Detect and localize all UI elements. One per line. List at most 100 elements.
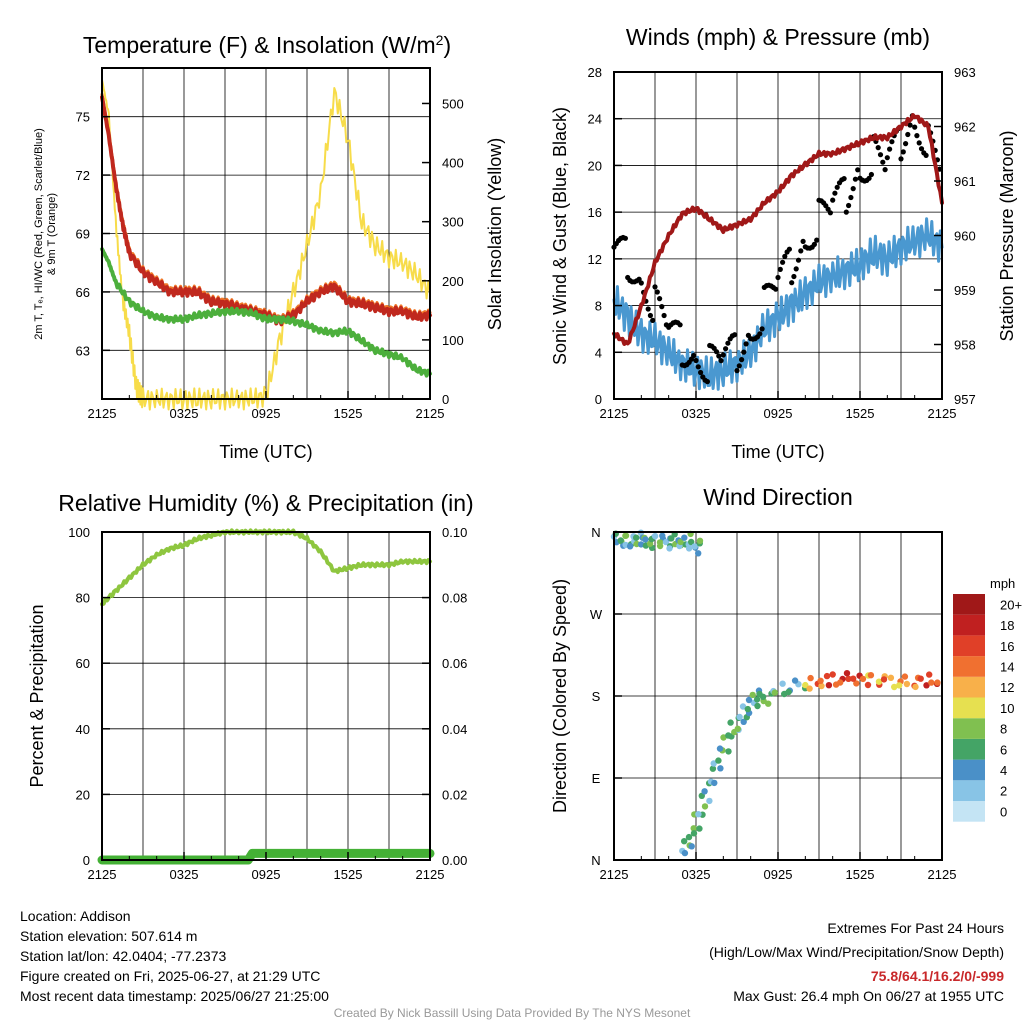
gust-point [852,176,859,182]
gust-point [841,176,847,182]
gust-point [832,190,838,196]
gust-point [798,248,804,254]
wind-speed-line [612,217,944,391]
gust-point [720,352,726,358]
legend-title: mph [990,576,1015,591]
gust-point [661,312,667,319]
legend-swatch [953,718,985,739]
y2-tick-label: 0.02 [442,787,467,802]
gust-point [713,349,720,355]
y2-tick-label: 960 [954,229,976,244]
gust-point [734,368,740,374]
direction-point [817,677,824,684]
direction-point [901,673,909,680]
direction-point [659,532,666,539]
legend-label: 6 [1000,742,1007,757]
gust-point [650,317,656,323]
extremes-box: Extremes For Past 24 Hours (High/Low/Max… [709,918,1004,1006]
y-tick-label: 4 [595,345,602,360]
direction-point [656,539,664,546]
direction-point [736,713,743,721]
x-tick-label: 1525 [846,867,875,882]
direction-point [807,674,814,682]
legend-label: 18 [1000,618,1014,633]
recent-text: Most recent data timestamp: 2025/06/27 2… [20,988,329,1004]
max-gust-text: Max Gust: 26.4 mph On 06/27 at 1955 UTC [733,988,1004,1004]
gust-point [698,369,704,376]
y2-tick-label: 962 [954,120,976,135]
y2-tick-label: 957 [954,392,976,407]
direction-point [802,681,809,689]
legend-swatch [953,676,985,698]
direction-point [626,543,634,550]
gust-point [782,253,788,259]
direction-label: E [592,771,601,786]
y-tick-label: 20 [76,787,90,802]
direction-point [690,830,698,837]
gust-point [659,304,665,310]
gust-point [912,124,918,130]
gust-point [846,202,852,209]
direction-point [771,689,778,696]
insolation-line [101,78,431,411]
x-tick-label: 2125 [928,406,957,421]
gust-point [704,379,711,385]
gust-point [791,273,797,280]
direction-point [829,671,836,678]
direction-point [677,538,684,546]
direction-point [880,676,888,683]
direction-point [759,693,767,700]
gust-point [652,284,658,290]
gust-point [743,341,749,347]
direction-point [779,680,786,687]
direction-point [843,670,851,677]
x-tick-label: 2125 [416,867,445,882]
gust-point [736,363,742,369]
gust-point [868,171,875,178]
wdir-title: Wind Direction [703,484,853,510]
direction-point [688,843,695,850]
credit-text: Created By Nick Bassill Using Data Provi… [333,1006,691,1020]
direction-point [740,718,747,725]
direction-point [926,671,933,678]
y-tick-label: 8 [595,299,602,314]
direction-point [912,683,919,691]
wind-ylabel: Sonic Wind & Gust (Blue, Black) [550,107,570,365]
gust-point [800,238,806,244]
legend-label: 12 [1000,680,1014,695]
y-tick-label: 69 [76,227,90,242]
gust-point [741,349,747,355]
station-info: Location: Addison Station elevation: 507… [20,906,329,1006]
direction-point [720,734,727,741]
direction-point [666,545,673,552]
direction-point [785,688,792,696]
gust-point [757,331,763,337]
x-tick-label: 0925 [764,867,793,882]
direction-point [806,685,813,692]
y-tick-label: 20 [588,158,602,173]
direction-point [754,702,761,710]
gust-point [773,286,779,292]
gust-point [850,186,856,192]
direction-point [725,732,732,739]
direction-point [850,675,857,682]
y-tick-label: 66 [76,285,90,300]
temp-ylabel-right: Solar Insolation (Yellow) [485,138,505,330]
direction-point [710,760,717,767]
direction-point [662,538,670,546]
gust-point [916,140,922,146]
gust-point [780,259,786,265]
extremes-subtitle: (High/Low/Max Wind/Precipitation/Snow De… [709,944,1004,960]
direction-point [934,679,941,686]
wind-panel: Winds (mph) & Pressure (mb) 2125 0325 0925… [550,24,1017,462]
direction-point [622,532,630,539]
y2-tick-label: 200 [442,274,464,289]
legend-swatch [953,738,985,760]
direction-point [706,797,713,805]
x-tick-label: 0325 [170,867,199,882]
pressure-ylabel: Station Pressure (Maroon) [997,130,1017,341]
legend-swatch [953,656,985,677]
y2-tick-label: 100 [442,333,464,348]
legend-swatch [953,697,985,719]
